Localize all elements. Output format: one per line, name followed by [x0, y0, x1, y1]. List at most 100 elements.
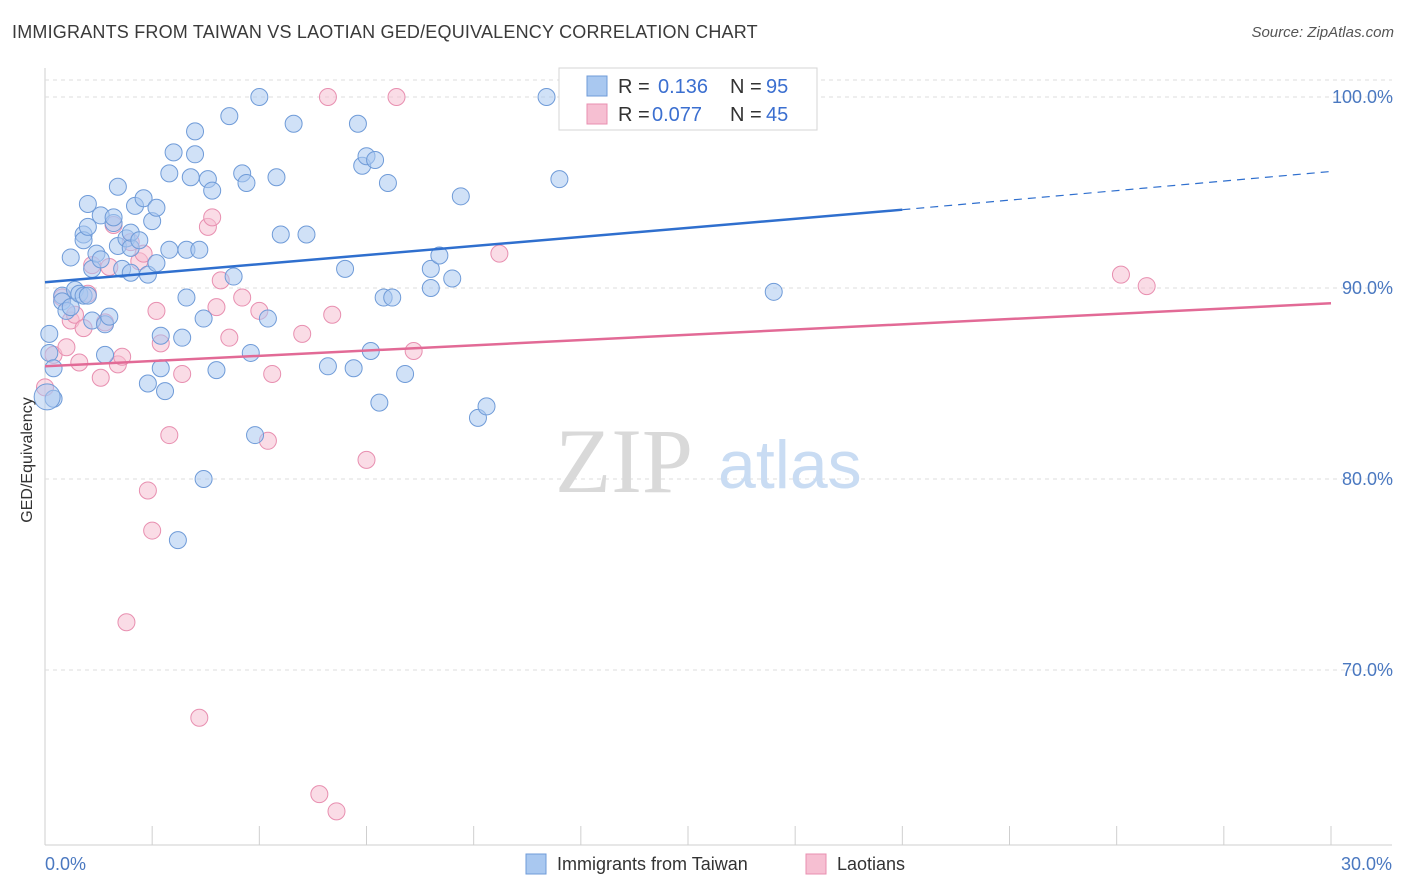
legend-n-label-laotian: N =	[730, 104, 762, 126]
taiwan-point	[348, 114, 367, 133]
taiwan-point	[40, 343, 59, 362]
taiwan-point	[271, 225, 290, 244]
x-ticks	[151, 826, 1332, 845]
laotian-point	[207, 298, 226, 317]
legend-n-value-taiwan: 95	[766, 76, 788, 98]
taiwan-point	[370, 393, 389, 412]
x-tick-label-min: 0.0%	[45, 854, 86, 874]
taiwan-point	[151, 359, 170, 378]
taiwan-point	[134, 189, 153, 208]
laotian-point	[233, 288, 252, 307]
bottom-legend-swatch-taiwan	[525, 853, 547, 875]
taiwan-point	[421, 259, 440, 278]
taiwan-point	[61, 248, 80, 267]
taiwan-point	[40, 324, 59, 343]
taiwan-point	[284, 114, 303, 133]
bottom-legend-label-taiwan: Immigrants from Taiwan	[557, 854, 748, 874]
laotian-point	[1111, 265, 1130, 284]
laotian-point	[138, 481, 157, 500]
taiwan-point	[194, 309, 213, 328]
taiwan-point	[164, 143, 183, 162]
laotian-point	[117, 613, 136, 632]
taiwan-point	[108, 177, 127, 196]
taiwan-point	[61, 298, 80, 317]
taiwan-point	[177, 288, 196, 307]
taiwan-point	[168, 531, 187, 550]
taiwan-point	[96, 345, 115, 364]
taiwan-point	[160, 164, 179, 183]
taiwan-point	[443, 269, 462, 288]
taiwan-point	[297, 225, 316, 244]
taiwan-point	[207, 361, 226, 380]
taiwan-point	[258, 309, 277, 328]
taiwan-point	[378, 173, 397, 192]
taiwan-point	[78, 286, 97, 305]
taiwan-point	[550, 170, 569, 189]
laotian-point	[318, 88, 337, 106]
laotian-point	[160, 426, 179, 445]
taiwan-points	[33, 88, 783, 550]
legend-n-label-taiwan: N =	[730, 76, 762, 98]
laotian-point	[1137, 277, 1156, 296]
taiwan-point	[246, 426, 265, 445]
laotian-point	[327, 802, 346, 821]
legend-swatch-laotian	[586, 103, 608, 125]
laotian-point	[203, 208, 222, 227]
taiwan-point	[764, 282, 783, 301]
y-tick-labels: 70.0% 80.0% 90.0% 100.0%	[1332, 87, 1393, 680]
bottom-legend-label-laotian: Laotians	[837, 854, 905, 874]
laotian-point	[293, 324, 312, 343]
laotian-point	[323, 305, 342, 324]
bottom-legend-swatch-laotian	[805, 853, 827, 875]
laotian-point	[143, 521, 162, 540]
taiwan-trendline-extension	[902, 170, 1332, 211]
taiwan-point	[267, 168, 286, 187]
taiwan-point	[477, 397, 496, 416]
taiwan-point	[78, 194, 97, 213]
laotian-point	[490, 244, 509, 263]
taiwan-point	[241, 343, 260, 362]
laotian-point	[220, 328, 239, 347]
taiwan-point	[451, 187, 470, 206]
laotian-point	[404, 342, 423, 361]
taiwan-point	[186, 145, 205, 164]
laotian-point	[190, 708, 209, 727]
watermark-atlas: atlas	[718, 427, 862, 503]
laotian-point	[310, 785, 329, 804]
taiwan-point	[173, 328, 192, 347]
source-label: Source: ZipAtlas.com	[1251, 24, 1394, 41]
taiwan-point	[104, 208, 123, 227]
legend-swatch-taiwan	[586, 75, 608, 97]
laotian-point	[147, 301, 166, 320]
laotian-trendline	[44, 302, 1332, 368]
taiwan-point	[33, 383, 61, 411]
taiwan-point	[151, 326, 170, 345]
taiwan-point	[91, 250, 110, 269]
taiwan-point	[344, 359, 363, 378]
taiwan-trendline	[44, 208, 903, 284]
x-tick-label-max: 30.0%	[1341, 854, 1392, 874]
taiwan-point	[237, 173, 256, 192]
taiwan-point	[430, 246, 449, 265]
taiwan-point	[396, 364, 415, 383]
taiwan-point	[181, 168, 200, 187]
taiwan-point	[250, 88, 269, 106]
laotian-point	[387, 88, 406, 106]
taiwan-point	[537, 88, 556, 106]
taiwan-point	[186, 122, 205, 141]
legend-r-value-laotian: 0.077	[652, 104, 702, 126]
taiwan-point	[160, 240, 179, 259]
y-axis-label: GED/Equivalency	[19, 397, 36, 522]
taiwan-point	[121, 263, 140, 282]
taiwan-point	[224, 267, 243, 286]
chart-title: IMMIGRANTS FROM TAIWAN VS LAOTIAN GED/EQ…	[12, 22, 758, 42]
trendlines	[44, 170, 1332, 368]
laotian-point	[263, 364, 282, 383]
y-tick-label-100: 100.0%	[1332, 87, 1393, 107]
taiwan-point	[383, 288, 402, 307]
legend-n-value-laotian: 45	[766, 104, 788, 126]
legend-r-label-laotian: R =	[618, 104, 650, 126]
laotian-point	[173, 364, 192, 383]
taiwan-point	[78, 217, 97, 236]
